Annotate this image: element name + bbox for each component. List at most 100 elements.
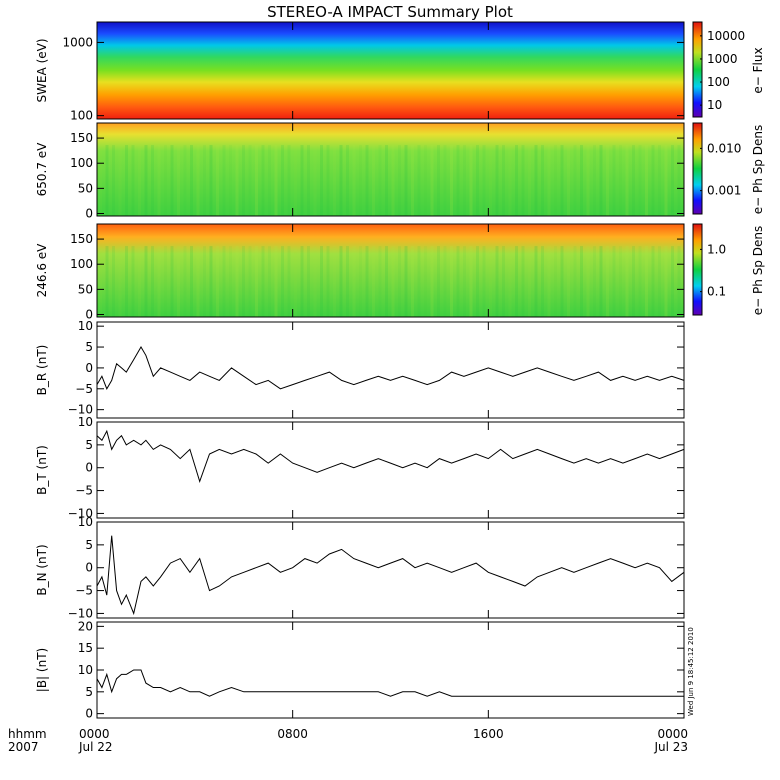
heatmap-streak — [229, 145, 232, 216]
heatmap-streak — [196, 246, 200, 317]
heatmap-streak — [170, 145, 174, 216]
heatmap-streak — [138, 246, 141, 317]
colorbar-tick-label: 10000 — [707, 29, 745, 43]
heatmap-streak — [339, 145, 343, 216]
y-axis-labels: SWEA (eV) 650.7 eV 246.6 eV B_R (nT) B_T (nT… — [35, 38, 49, 692]
heatmap-streak — [203, 145, 206, 216]
x-tick-label: 0800 — [277, 727, 308, 741]
y-tick-label: 5 — [85, 538, 93, 552]
y-tick-label: 100 — [70, 156, 93, 170]
heatmap-streak — [424, 246, 427, 317]
y-tick-label: −5 — [75, 584, 93, 598]
heatmap-streak — [508, 246, 512, 317]
heatmap-streak — [424, 145, 427, 216]
y-axis-label: 246.6 eV — [35, 243, 49, 298]
flux-colorbar — [692, 21, 703, 118]
heatmap-streak — [619, 145, 622, 216]
heatmap-streak — [417, 246, 421, 317]
colorbar-labels: e− Flux e− Ph Sp Dens e− Ph Sp Dens — [751, 47, 765, 315]
y-tick-label: 15 — [78, 641, 93, 655]
heatmap-streak — [112, 145, 115, 216]
heatmap-streak — [339, 246, 343, 317]
heatmap-streak — [645, 246, 648, 317]
heatmap-streak — [125, 246, 128, 317]
heatmap-streak — [333, 246, 336, 317]
heatmap-streak — [534, 145, 538, 216]
heatmap-streak — [131, 246, 135, 317]
heatmap-streak — [151, 246, 154, 317]
heatmap-streak — [209, 246, 213, 317]
heatmap-streak — [502, 145, 505, 216]
heatmap-streak — [528, 246, 531, 317]
heatmap-streak — [599, 246, 603, 317]
heatmap-streak — [404, 145, 408, 216]
y-axis-label: B_N (nT) — [35, 544, 49, 595]
heatmap-streak — [554, 145, 557, 216]
heatmap-streak — [235, 145, 239, 216]
heatmap-streak — [482, 246, 486, 317]
heatmap-streak — [560, 145, 564, 216]
heatmap-streak — [476, 145, 479, 216]
heatmap-streak — [118, 246, 122, 317]
y-tick-label: 10 — [78, 319, 93, 333]
heatmap-streak — [476, 246, 479, 317]
heatmap-streak — [547, 145, 551, 216]
heatmap-streak — [209, 145, 213, 216]
heatmap-streak — [131, 145, 135, 216]
generation-stamp: Wed Jun 9 18:45:12 2010 — [687, 627, 695, 716]
heatmap-streak — [391, 246, 395, 317]
heatmap-streak — [671, 145, 674, 216]
y-tick-label: 10 — [78, 663, 93, 677]
heatmap-streak — [365, 246, 369, 317]
heatmap-streak — [183, 246, 187, 317]
heatmap-streak — [105, 246, 109, 317]
heatmap-streak — [482, 145, 486, 216]
heatmap-streak — [125, 145, 128, 216]
heatmap-streak — [606, 145, 609, 216]
heatmap-streak — [372, 145, 375, 216]
heatmap-streak — [352, 246, 356, 317]
heatmap-streak — [157, 145, 161, 216]
colorbar-tick-label: 1.0 — [707, 242, 726, 256]
heatmap-streak — [508, 145, 512, 216]
heatmap-streak — [294, 246, 297, 317]
heatmap-streak — [235, 246, 239, 317]
heatmap-streak — [242, 246, 245, 317]
heatmap-streak — [157, 246, 161, 317]
heatmap-streak — [398, 145, 401, 216]
y-tick-label: 100 — [70, 257, 93, 271]
heatmap-texture — [99, 145, 681, 317]
y-tick-label: 150 — [70, 131, 93, 145]
heatmap-streak — [651, 145, 655, 216]
heatmap-streak — [170, 246, 174, 317]
colorbar-tick-label: 10 — [707, 98, 722, 112]
heatmap-streak — [144, 145, 148, 216]
heatmap-streak — [164, 145, 167, 216]
x-tick-date: Jul 22 — [78, 740, 113, 754]
pad-246-heatmap — [97, 224, 684, 317]
heatmap-streak — [573, 246, 577, 317]
heatmap-streak — [567, 246, 570, 317]
heatmap-streak — [580, 145, 583, 216]
heatmap-streak — [144, 246, 148, 317]
magnetic-field-lines — [96, 346, 685, 697]
colorbar-tick-label: 0.001 — [707, 184, 741, 198]
y-tick-label: 0 — [85, 561, 93, 575]
heatmap-streak — [658, 246, 661, 317]
heatmap-streak — [261, 145, 265, 216]
heatmap-streak — [489, 145, 492, 216]
heatmap-streak — [495, 145, 499, 216]
y-tick-label: 0 — [85, 707, 93, 721]
heatmap-streak — [385, 145, 388, 216]
heatmap-streak — [222, 145, 226, 216]
heatmap-streak — [430, 145, 434, 216]
heatmap-streak — [599, 145, 603, 216]
heatmap-streak — [593, 145, 596, 216]
y-tick-label: 5 — [85, 340, 93, 354]
y-tick-label: 50 — [78, 282, 93, 296]
colorbar-label: e− Ph Sp Dens — [751, 226, 765, 315]
heatmap-streak — [242, 145, 245, 216]
heatmap-streak — [385, 246, 388, 317]
heatmap-streak — [645, 145, 648, 216]
